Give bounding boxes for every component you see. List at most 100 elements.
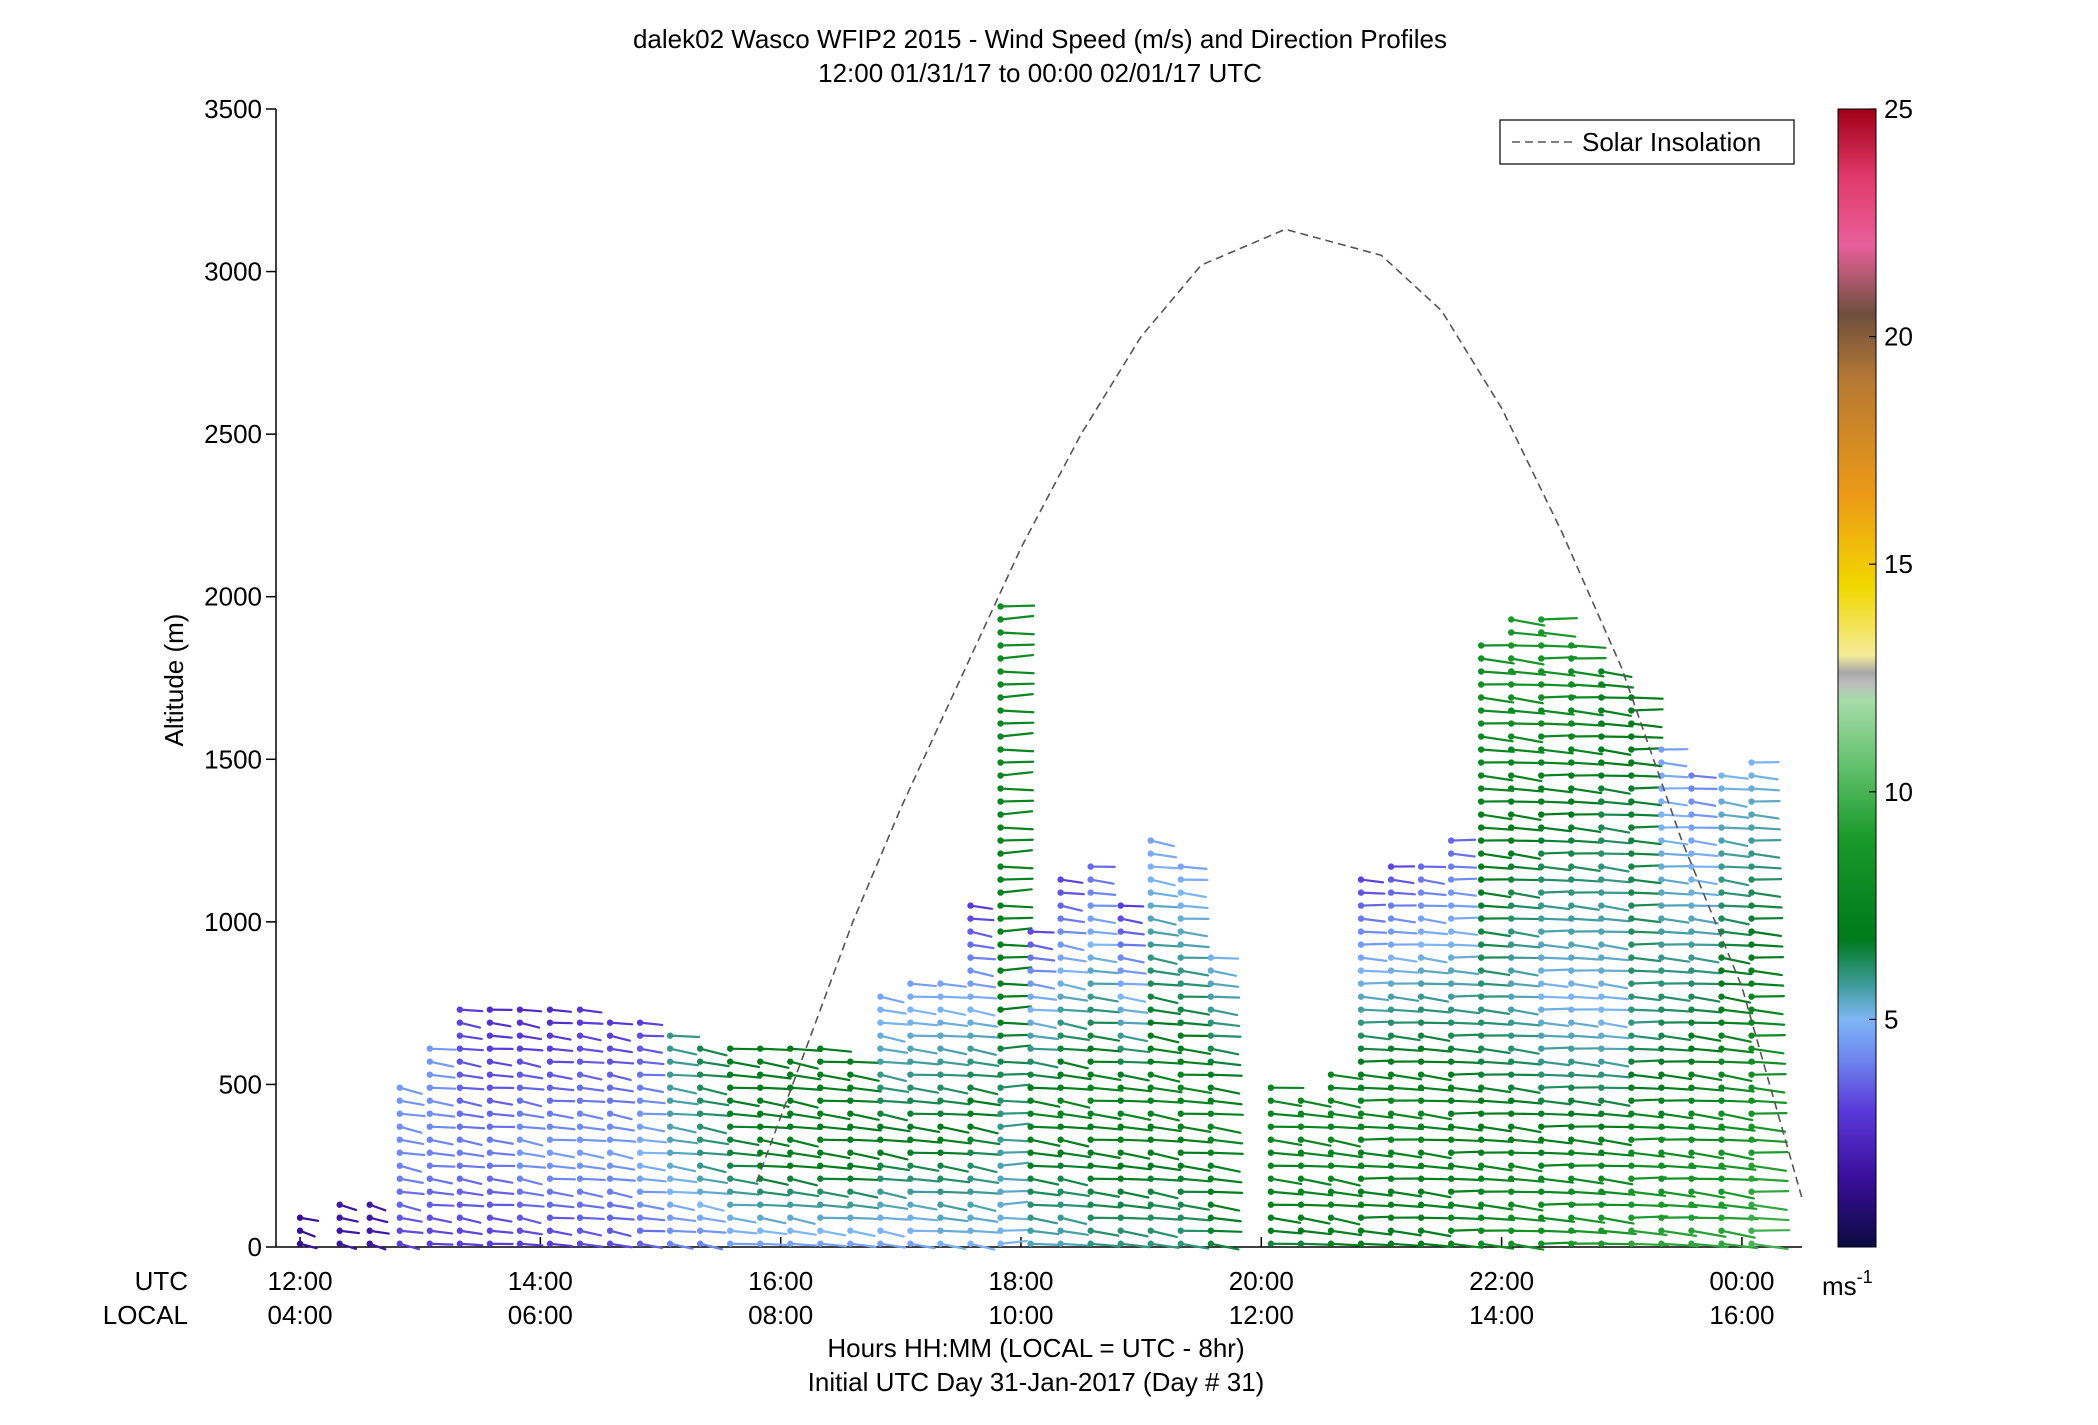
- wind-barb: [1207, 1019, 1241, 1028]
- wind-barb-shaft: [999, 982, 1033, 987]
- wind-barb-dot: [456, 1214, 464, 1221]
- wind-barb: [1387, 1045, 1423, 1052]
- wind-barb: [696, 1240, 724, 1251]
- wind-barb: [516, 1149, 546, 1158]
- wind-barb-shaft: [729, 1242, 758, 1246]
- wind-barb: [1027, 967, 1057, 974]
- wind-barb-dot: [877, 1019, 884, 1026]
- wind-barb-dot: [1688, 772, 1695, 779]
- wind-barb: [937, 993, 969, 1000]
- wind-barb: [1117, 1019, 1150, 1026]
- wind-barb-dot: [997, 915, 1004, 922]
- wind-barb-shaft: [1119, 969, 1147, 975]
- wind-barb-shaft: [1450, 994, 1481, 998]
- wind-barb-shaft: [699, 1164, 727, 1174]
- x-tick-label-utc: 22:00: [1469, 1266, 1534, 1296]
- wind-barb-dot: [1598, 1032, 1605, 1039]
- wind-barb-dot: [636, 1149, 644, 1156]
- wind-barb: [1688, 1006, 1723, 1014]
- wind-barb-dot: [1477, 1032, 1485, 1039]
- wind-barb-shaft: [518, 1008, 543, 1013]
- wind-barb-dot: [1718, 1123, 1725, 1130]
- wind-barb-dot: [1387, 928, 1395, 935]
- wind-barb-dot: [1508, 967, 1515, 974]
- wind-barb-dot: [907, 1084, 914, 1091]
- wind-barb: [636, 1058, 665, 1066]
- wind-barb-dot: [1477, 1123, 1485, 1130]
- wind-barb-shaft: [1660, 1125, 1696, 1130]
- wind-barb-shaft: [969, 1242, 996, 1251]
- wind-barb: [1027, 928, 1055, 935]
- wind-barb: [1117, 1045, 1151, 1054]
- wind-barb: [1177, 1045, 1212, 1055]
- wind-barb-dot: [1267, 1240, 1275, 1247]
- wind-barb: [1387, 1214, 1424, 1221]
- wind-barb: [907, 1071, 941, 1078]
- wind-barb-dot: [1598, 993, 1605, 1000]
- wind-barb: [1748, 1097, 1787, 1104]
- wind-barb-shaft: [1750, 1125, 1787, 1133]
- wind-barb: [636, 1110, 667, 1117]
- wind-barb-shaft: [729, 1229, 758, 1235]
- wind-barb-shaft: [879, 1008, 907, 1015]
- wind-barb-dot: [726, 1201, 734, 1208]
- wind-barb: [1117, 915, 1143, 925]
- wind-barb-dot: [516, 1175, 524, 1182]
- wind-barb: [937, 1149, 973, 1156]
- wind-barb-dot: [1477, 733, 1485, 740]
- wind-barb-dot: [456, 1019, 464, 1026]
- wind-barb-shaft: [1179, 982, 1211, 988]
- wind-barb-dot: [1538, 629, 1545, 636]
- wind-barb-dot: [1267, 1110, 1275, 1117]
- wind-barb-shaft: [398, 1099, 425, 1107]
- wind-barb-shaft: [1059, 1151, 1092, 1159]
- wind-barb-dot: [1357, 1045, 1365, 1052]
- wind-barb: [997, 1122, 1030, 1130]
- wind-barb: [787, 1071, 822, 1081]
- wind-barb-dot: [1387, 876, 1395, 883]
- wind-barb-dot: [426, 1227, 434, 1234]
- wind-barb: [937, 1240, 967, 1251]
- wind-barb: [1417, 1110, 1453, 1121]
- y-tick-label: 1500: [204, 744, 262, 774]
- wind-barb-dot: [1147, 1071, 1154, 1078]
- wind-barb-dot: [1718, 1058, 1725, 1065]
- wind-barb-dot: [486, 1019, 494, 1026]
- wind-barb-dot: [1117, 1162, 1124, 1169]
- wind-barb-dot: [1117, 1136, 1124, 1143]
- wind-barb-shaft: [1209, 1125, 1242, 1134]
- wind-barb-shaft: [939, 1177, 971, 1184]
- wind-barb: [1688, 967, 1722, 975]
- wind-barb-dot: [997, 1058, 1004, 1065]
- wind-barb: [576, 1149, 605, 1159]
- wind-barb-shaft: [608, 1073, 632, 1082]
- wind-barb-shaft: [849, 1099, 883, 1104]
- wind-barb: [1177, 1162, 1211, 1172]
- wind-barb-dot: [1447, 1240, 1455, 1247]
- wind-barb-dot: [1477, 1227, 1485, 1234]
- wind-barb-dot: [1387, 1058, 1395, 1065]
- wind-barb-dot: [1357, 876, 1365, 883]
- wind-barb-shaft: [999, 888, 1033, 894]
- wind-barb-shaft: [999, 1005, 1032, 1011]
- wind-barb-shaft: [1329, 1229, 1363, 1237]
- wind-barb-shaft: [969, 1112, 1003, 1117]
- wind-barb-dot: [817, 1123, 824, 1130]
- wind-barb-dot: [1568, 915, 1575, 922]
- wind-barb-shaft: [1359, 1086, 1395, 1091]
- wind-barb-dot: [1538, 655, 1545, 662]
- wind-barb: [576, 1188, 604, 1198]
- wind-barb-dot: [1598, 772, 1605, 779]
- wind-barb-dot: [1087, 863, 1094, 870]
- wind-barb: [937, 1045, 968, 1056]
- wind-barb: [937, 980, 967, 988]
- wind-barb-shaft: [1179, 1021, 1212, 1027]
- wind-barb-dot: [1718, 915, 1725, 922]
- wind-barb-shaft: [1510, 1060, 1542, 1066]
- wind-barb: [1538, 837, 1573, 844]
- wind-barb: [1147, 1032, 1180, 1044]
- wind-barb: [1387, 1227, 1422, 1237]
- wind-barb: [997, 966, 1033, 974]
- wind-barb: [726, 1214, 757, 1224]
- wind-barb-shaft: [1329, 1203, 1364, 1208]
